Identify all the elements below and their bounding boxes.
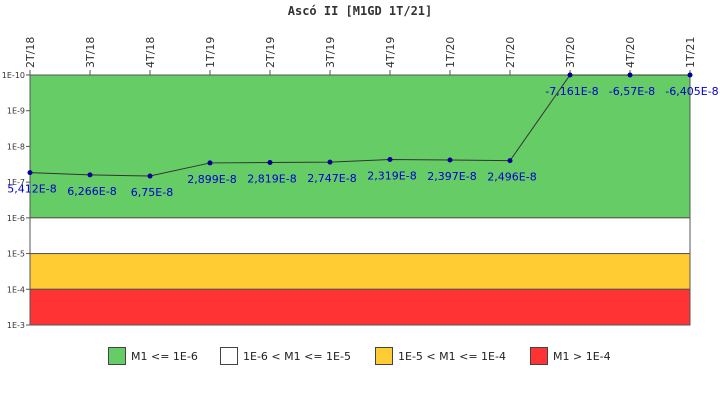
data-point <box>567 72 573 78</box>
legend-label-band-4: M1 > 1E-4 <box>553 349 611 363</box>
x-tick-label: 1T/21 <box>684 37 697 68</box>
data-label: 6,75E-8 <box>131 186 173 199</box>
x-tick-label: 4T/20 <box>624 37 637 68</box>
data-point <box>627 72 633 78</box>
legend-swatch-band-4 <box>530 347 548 365</box>
data-label: -7,161E-8 <box>545 85 598 98</box>
plot-frame <box>29 74 691 326</box>
y-tick-label: 1E-8 <box>7 142 25 151</box>
data-point <box>447 157 453 163</box>
band-3 <box>29 253 691 290</box>
data-point <box>327 159 333 165</box>
data-point <box>267 160 273 166</box>
data-label: -6,405E-8 <box>665 85 718 98</box>
legend-item-band-1: M1 <= 1E-6 <box>108 346 198 366</box>
x-tick-label: 3T/19 <box>324 37 337 68</box>
data-point <box>687 72 693 78</box>
data-label: 2,319E-8 <box>367 169 416 182</box>
legend-label-band-2: 1E-6 < M1 <= 1E-5 <box>243 349 351 363</box>
legend-swatch-band-1 <box>108 347 126 365</box>
y-tick-label: 1E-9 <box>7 107 25 116</box>
legend-swatch-band-3 <box>375 347 393 365</box>
legend-label-band-1: M1 <= 1E-6 <box>131 349 198 363</box>
data-label: 5,412E-8 <box>7 183 56 196</box>
legend-swatch-band-2 <box>220 347 238 365</box>
x-tick-label: 2T/18 <box>24 37 37 68</box>
band-2 <box>29 217 691 255</box>
x-tick-label: 2T/19 <box>264 37 277 68</box>
data-point <box>87 172 93 178</box>
data-point <box>387 156 393 162</box>
legend-item-band-3: 1E-5 < M1 <= 1E-4 <box>375 346 506 366</box>
y-tick-label: 1E-5 <box>7 250 25 259</box>
plot-area: 1E-10 1E-9 1E-8 1E-7 1E-6 1E-5 1E-4 1E-3 2T/18 3T… <box>2 37 719 330</box>
y-tick-label: 1E-3 <box>7 321 25 330</box>
chart-title: Ascó II [M1GD 1T/21] <box>287 4 433 18</box>
y-tick-label: 1E-4 <box>7 285 25 294</box>
y-tick-label: 1E-10 <box>2 71 25 80</box>
legend: M1 <= 1E-6 1E-6 < M1 <= 1E-5 1E-5 < M1 <… <box>0 346 720 366</box>
y-tick-label: 1E-6 <box>7 214 25 223</box>
y-tick-label: 1E-7 <box>7 178 25 187</box>
data-label: 2,397E-8 <box>427 170 476 183</box>
band-4 <box>29 288 691 326</box>
legend-item-band-4: M1 > 1E-4 <box>530 346 611 366</box>
data-label: -6,57E-8 <box>609 85 655 98</box>
legend-item-band-2: 1E-6 < M1 <= 1E-5 <box>220 346 351 366</box>
x-tick-label: 4T/18 <box>144 37 157 68</box>
data-label: 2,747E-8 <box>307 172 356 185</box>
x-tick-label: 1T/19 <box>204 37 217 68</box>
x-tick-label: 1T/20 <box>444 37 457 68</box>
data-point <box>507 158 513 164</box>
data-label: 6,266E-8 <box>67 185 116 198</box>
data-label: 2,819E-8 <box>247 173 296 186</box>
legend-label-band-3: 1E-5 < M1 <= 1E-4 <box>398 349 506 363</box>
x-tick-label: 3T/20 <box>564 37 577 68</box>
data-label: 2,496E-8 <box>487 171 536 184</box>
data-point <box>147 173 153 179</box>
data-label: 2,899E-8 <box>187 173 236 186</box>
data-point <box>207 160 213 166</box>
x-tick-label: 2T/20 <box>504 37 517 68</box>
x-tick-label: 4T/19 <box>384 37 397 68</box>
data-point <box>27 170 33 176</box>
x-tick-label: 3T/18 <box>84 37 97 68</box>
series-line <box>29 74 690 177</box>
